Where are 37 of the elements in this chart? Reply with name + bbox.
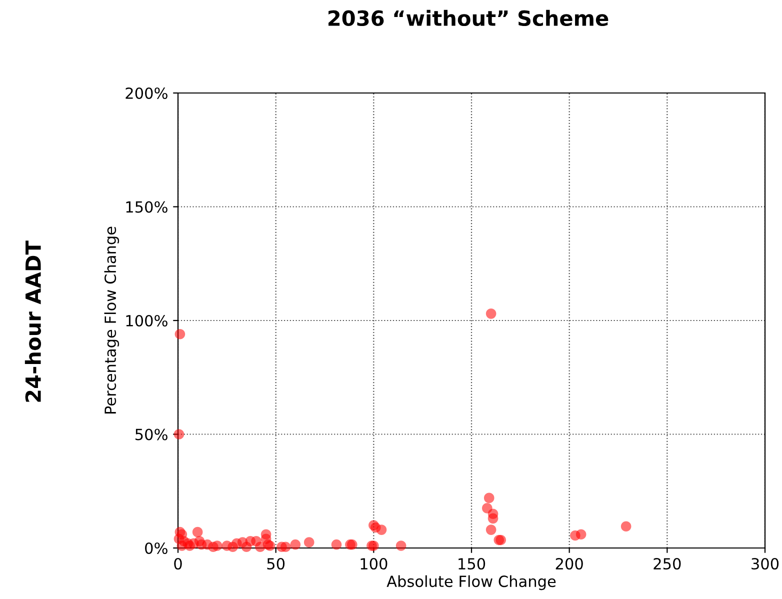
point (174, 429, 184, 440)
y-tick-label: 50% (136, 428, 168, 440)
x-tick-label: 200 (556, 558, 583, 570)
point (192, 526, 203, 538)
x-tick-label: 250 (654, 558, 681, 570)
chart-title: 2036 “without” Scheme (328, 10, 608, 26)
text: 24-hour AADT (24, 240, 42, 402)
point (241, 542, 252, 552)
point (376, 524, 387, 535)
y-tick-label: 0% (145, 542, 168, 554)
y-tick-label: 150% (126, 201, 168, 213)
x-tick-label: 50 (267, 558, 285, 570)
point (396, 540, 406, 551)
point (484, 492, 494, 504)
point (331, 539, 342, 550)
x-tick-label: 0 (174, 558, 182, 570)
y-tick-label: 100% (126, 314, 168, 327)
x-tick-label: 150 (458, 558, 486, 570)
point (276, 542, 287, 552)
y-tick-label: 200% (126, 87, 168, 100)
point (196, 539, 207, 550)
point (228, 542, 238, 552)
x-tick-label: 300 (752, 558, 779, 570)
point (290, 539, 301, 550)
point (576, 529, 586, 540)
point (208, 542, 218, 552)
point (174, 329, 186, 340)
point (486, 308, 496, 319)
point (620, 521, 632, 532)
x-tick-label: 100 (360, 558, 388, 570)
x-axis-title: Absolute Flow Change (386, 575, 556, 590)
point (368, 520, 379, 530)
point (304, 537, 314, 548)
point (486, 524, 496, 535)
point (488, 513, 498, 524)
point (184, 540, 195, 551)
y-axis-title: Percentage Flow Change (104, 226, 120, 414)
